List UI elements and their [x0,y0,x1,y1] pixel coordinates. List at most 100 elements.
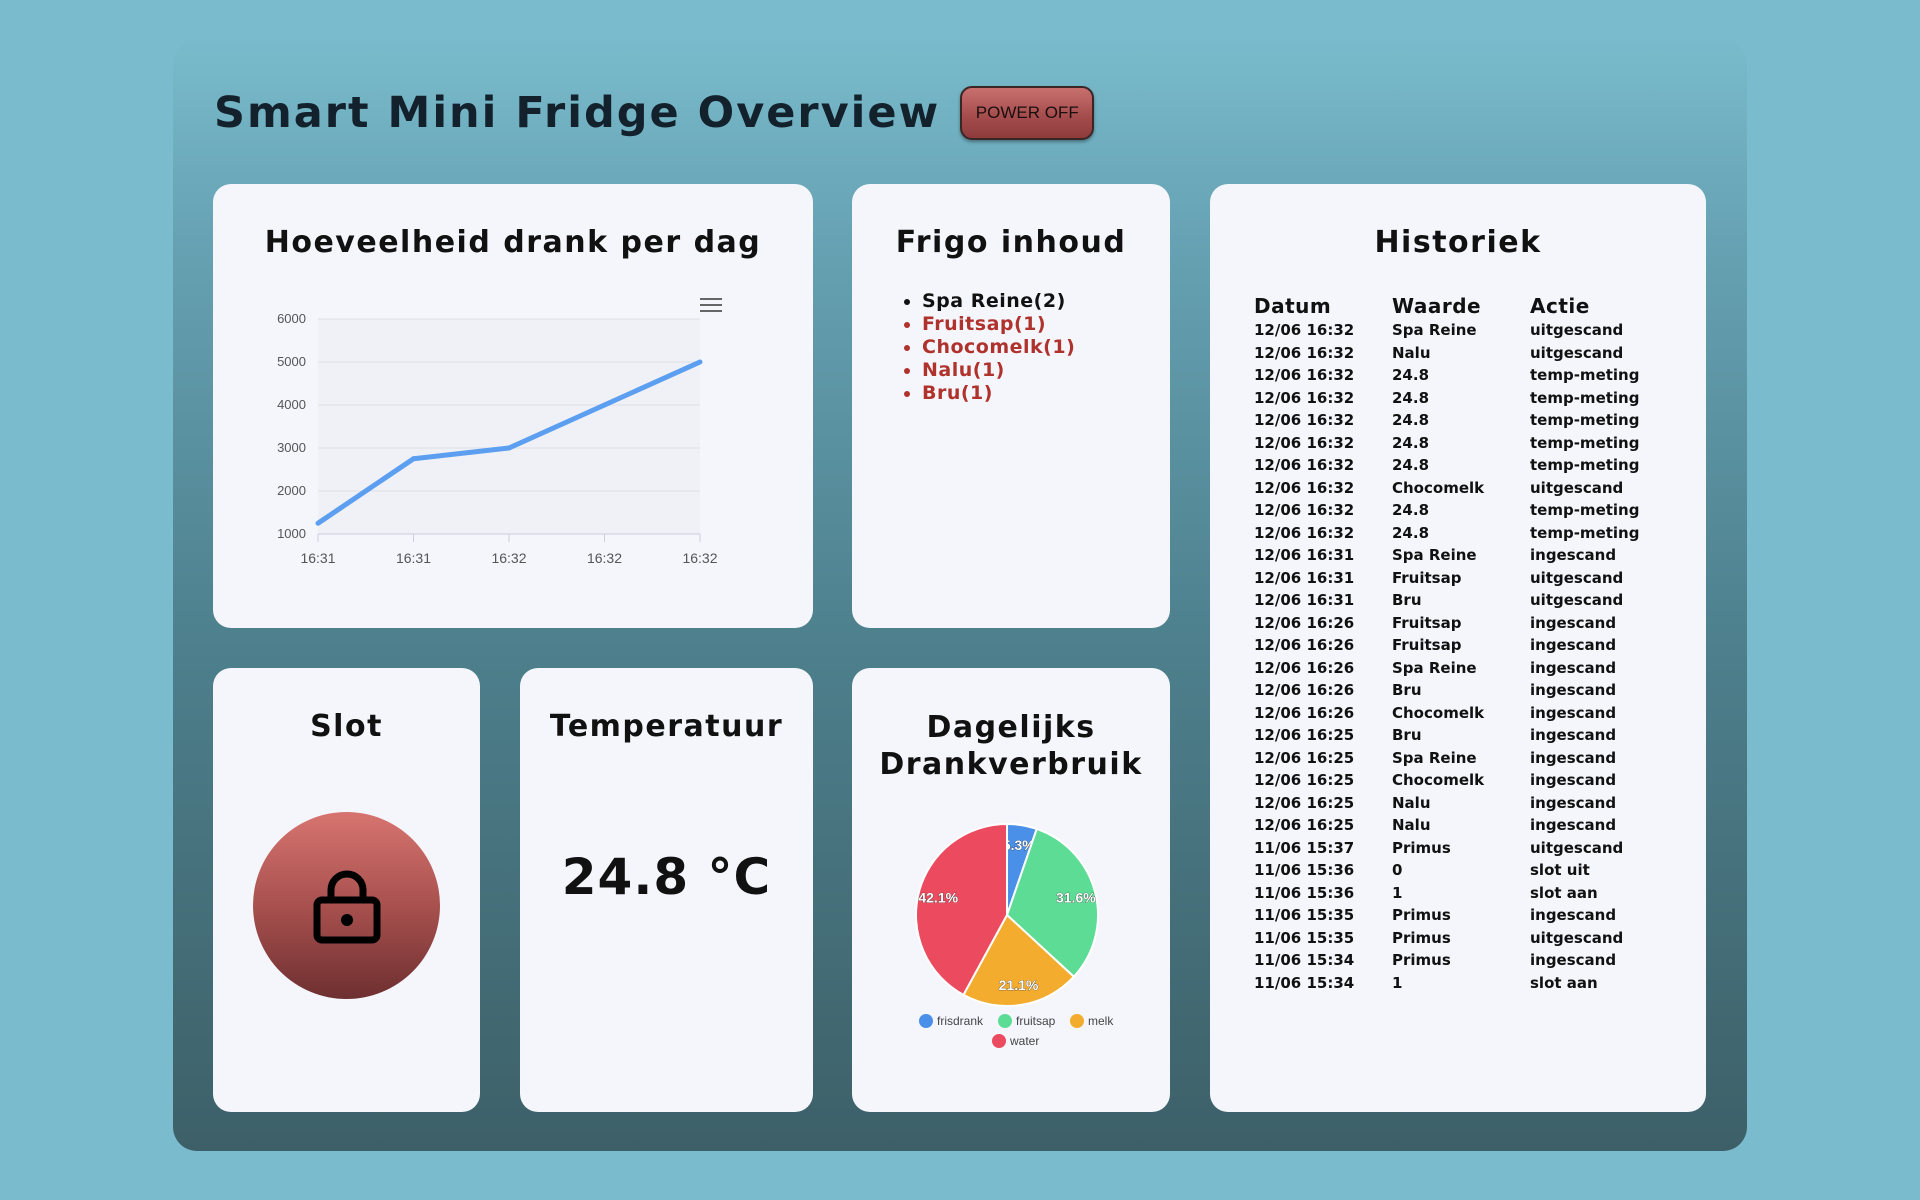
y-tick-label: 2000 [277,483,306,498]
x-tick-label: 16:31 [396,550,431,566]
history-cell-datum: 12/06 16:25 [1254,793,1355,812]
history-row: 11/06 15:34 Primus ingescand [1254,949,1650,972]
history-cell-actie: ingescand [1530,658,1617,677]
history-row: 11/06 15:35 Primus uitgescand [1254,927,1650,950]
history-cell-datum: 12/06 16:32 [1254,388,1355,407]
history-cell-waarde: Chocomelk [1392,478,1485,497]
history-row: 12/06 16:32 24.8 temp-meting [1254,409,1650,432]
history-cell-waarde: 24.8 [1392,433,1430,452]
legend-label[interactable]: fruitsap [1016,1014,1056,1028]
legend-label[interactable]: melk [1088,1014,1114,1028]
legend-label[interactable]: frisdrank [937,1014,984,1028]
column-header-datum: Datum [1254,294,1332,318]
history-row: 12/06 16:32 24.8 temp-meting [1254,522,1650,545]
pie-slice-fruitsap[interactable] [1005,827,1099,979]
history-cell-waarde: Spa Reine [1392,321,1477,340]
dashboard: Smart Mini Fridge Overview POWER OFF Hoe… [173,40,1747,1151]
history-cell-actie: ingescand [1530,546,1617,565]
history-cell-datum: 12/06 16:32 [1254,478,1355,497]
history-cell-actie: ingescand [1530,681,1617,700]
history-cell-actie: ingescand [1530,951,1617,970]
history-cell-waarde: Chocomelk [1392,771,1485,790]
history-cell-waarde: Primus [1392,838,1451,857]
plot-area [318,319,700,534]
history-cell-datum: 12/06 16:32 [1254,501,1355,520]
pie-slice-label: 21.1% [999,977,1039,993]
x-tick-label: 16:32 [491,550,526,566]
history-cell-waarde: 24.8 [1392,501,1430,520]
pie-slice-label: 5.3% [1003,837,1035,853]
fridge-contents-card: Frigo inhoud Spa Reine(2)Fruitsap(1)Choc… [852,184,1170,628]
history-row: 12/06 16:32 24.8 temp-meting [1254,364,1650,387]
legend-marker [919,1014,933,1028]
lock-card: Slot [213,668,480,1112]
history-cell-actie: temp-meting [1530,456,1640,475]
history-row: 12/06 16:25 Nalu ingescand [1254,814,1650,837]
lock-toggle-button[interactable] [253,812,440,999]
chart-menu-icon[interactable] [700,298,722,314]
history-title: Historiek [1374,225,1542,260]
history-row: 12/06 16:32 24.8 temp-meting [1254,387,1650,410]
legend-label[interactable]: water [1009,1034,1039,1048]
history-cell-actie: slot aan [1530,973,1598,992]
history-cell-datum: 12/06 16:25 [1254,748,1355,767]
history-cell-waarde: Nalu [1392,816,1431,835]
history-cell-actie: uitgescand [1530,478,1624,497]
fridge-item: Bru(1) [922,382,1075,405]
history-cell-waarde: 24.8 [1392,523,1430,542]
history-cell-datum: 11/06 15:37 [1254,838,1355,857]
history-cell-datum: 12/06 16:31 [1254,568,1355,587]
history-row: 12/06 16:32 24.8 temp-meting [1254,499,1650,522]
y-tick-label: 6000 [277,311,306,326]
history-cell-datum: 12/06 16:26 [1254,636,1355,655]
history-cell-waarde: Spa Reine [1392,546,1477,565]
pie-chart: 5.3% 31.6% 21.1% 42.1% frisdrank fruitsap melk… [915,822,1114,1048]
history-cell-actie: ingescand [1530,726,1617,745]
history-cell-waarde: Bru [1392,726,1422,745]
history-cell-waarde: Spa Reine [1392,658,1477,677]
history-cell-waarde: Bru [1392,681,1422,700]
history-row: 12/06 16:31 Fruitsap uitgescand [1254,567,1650,590]
drink-chart-title: Hoeveelheid drank per dag [264,225,762,260]
history-cell-datum: 12/06 16:31 [1254,591,1355,610]
history-cell-actie: temp-meting [1530,411,1640,430]
fridge-contents-list: Spa Reine(2)Fruitsap(1)Chocomelk(1)Nalu(… [922,290,1075,405]
history-row: 11/06 15:35 Primus ingescand [1254,904,1650,927]
history-cell-waarde: 1 [1392,973,1403,992]
temperature-card: Temperatuur 24.8 °C [520,668,813,1112]
pie-slice-melk[interactable] [962,913,1076,1007]
history-cell-datum: 12/06 16:32 [1254,366,1355,385]
history-row: 12/06 16:26 Fruitsap ingescand [1254,612,1650,635]
lock-title: Slot [310,709,383,744]
history-cell-waarde: Primus [1392,906,1451,925]
history-cell-waarde: 1 [1392,883,1403,902]
history-cell-datum: 12/06 16:25 [1254,816,1355,835]
y-tick-label: 4000 [277,397,306,412]
history-cell-datum: 12/06 16:26 [1254,703,1355,722]
history-cell-actie: ingescand [1530,816,1617,835]
legend-marker [992,1034,1006,1048]
fridge-contents-title: Frigo inhoud [895,225,1127,260]
y-tick-label: 5000 [277,354,306,369]
column-header-actie: Actie [1530,294,1590,318]
history-cell-waarde: Fruitsap [1392,568,1462,587]
history-cell-actie: uitgescand [1530,321,1624,340]
legend-marker [1070,1014,1084,1028]
history-cell-waarde: Primus [1392,928,1451,947]
history-cell-datum: 12/06 16:26 [1254,658,1355,677]
lock-icon [313,870,380,943]
data-point [315,520,321,526]
history-row: 12/06 16:31 Spa Reine ingescand [1254,544,1650,567]
power-off-button[interactable]: POWER OFF [960,86,1095,140]
history-cell-datum: 11/06 15:36 [1254,861,1355,880]
line-chart: 1000 2000 3000 4000 5000 6000 16:31 16:31 16:32 1… [277,311,718,566]
history-cell-actie: temp-meting [1530,523,1640,542]
history-row: 11/06 15:36 0 slot uit [1254,859,1650,882]
history-cell-datum: 12/06 16:32 [1254,523,1355,542]
temperature-value: 24.8 °C [561,848,772,906]
history-cell-actie: uitgescand [1530,591,1624,610]
history-cell-datum: 12/06 16:32 [1254,411,1355,430]
pie-slice-water[interactable] [915,822,1008,997]
history-cell-datum: 11/06 15:36 [1254,883,1355,902]
history-row: 12/06 16:25 Spa Reine ingescand [1254,747,1650,770]
